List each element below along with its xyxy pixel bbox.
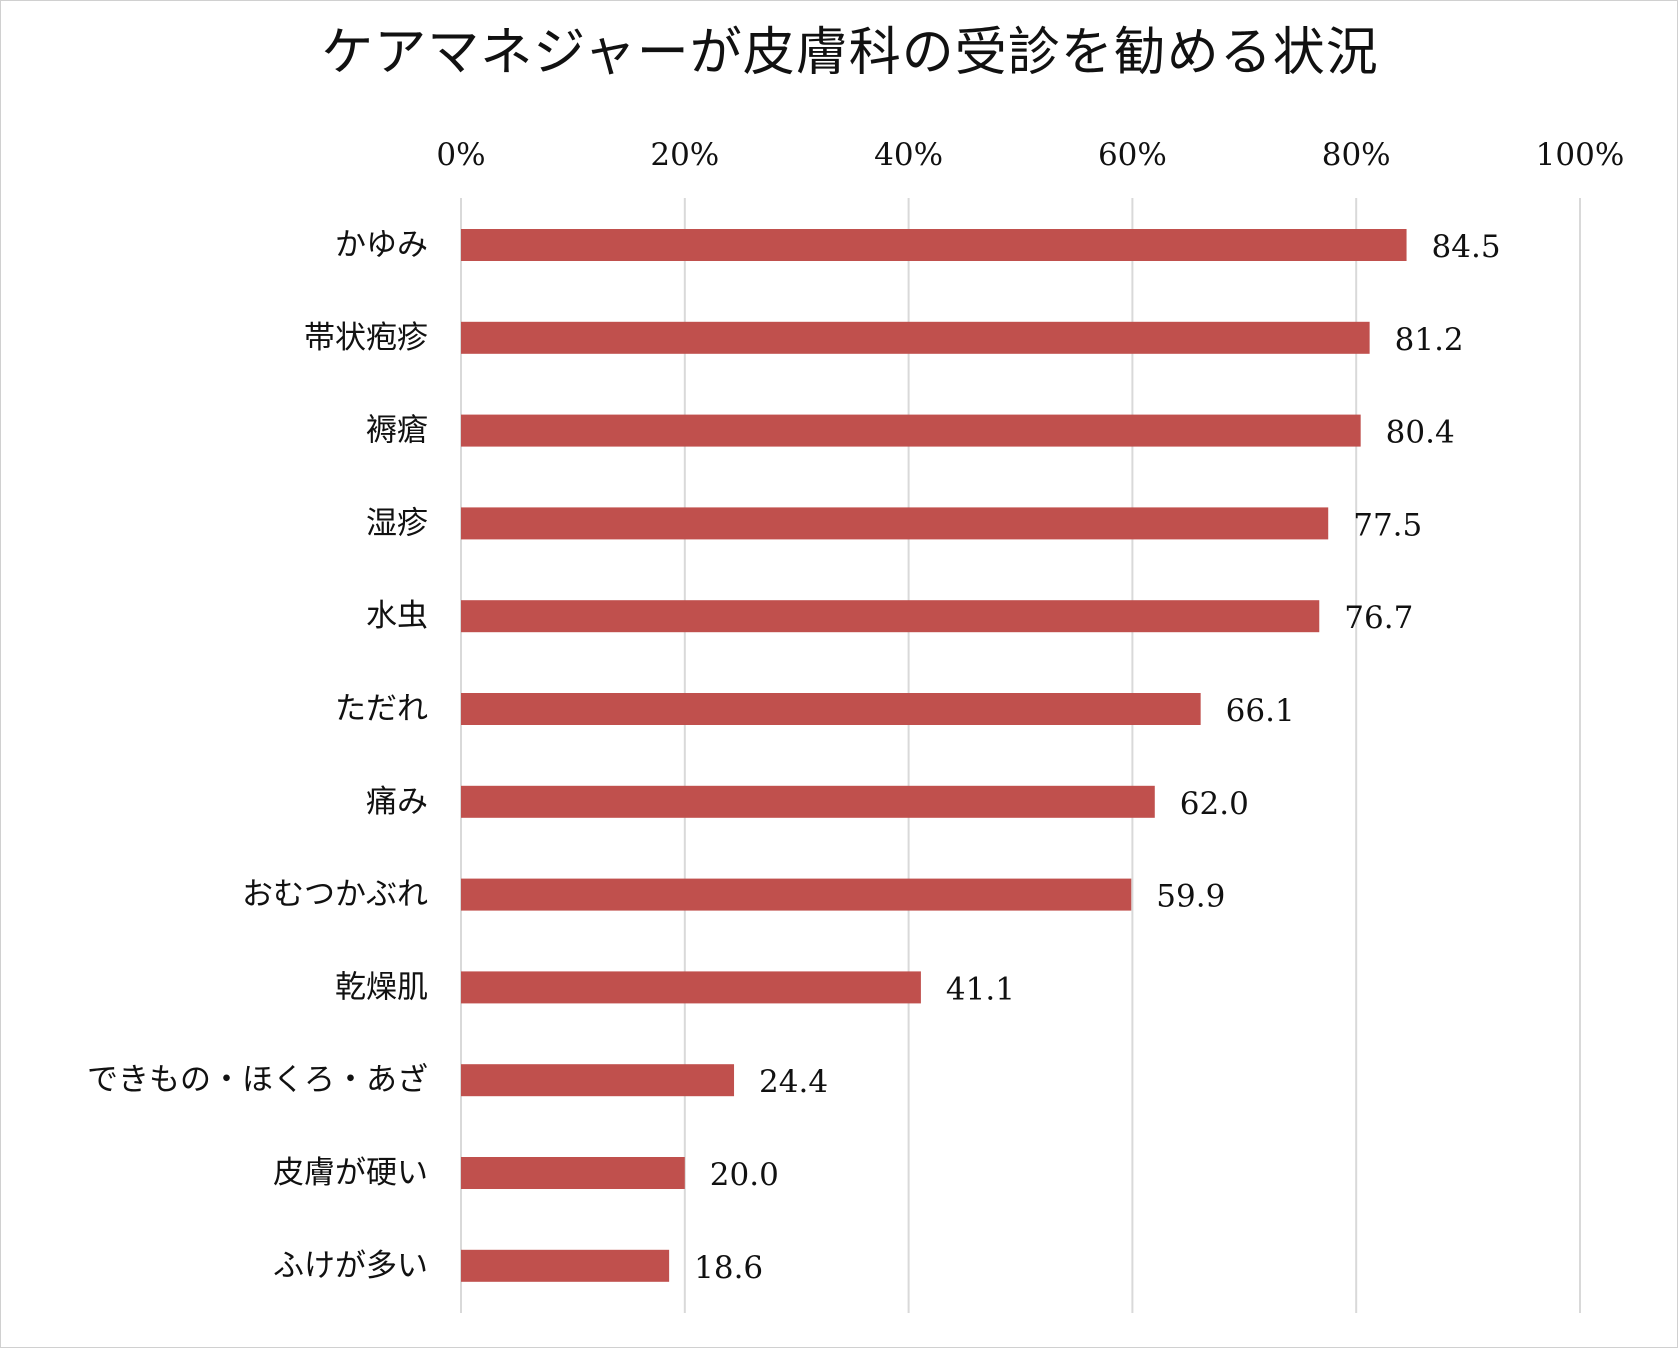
bar xyxy=(461,229,1407,261)
gridlines xyxy=(460,198,1581,1313)
bar xyxy=(461,414,1361,447)
category-label: 水虫 xyxy=(366,598,428,634)
category-label: 痛み xyxy=(366,784,428,820)
category-label: ただれ xyxy=(335,691,428,727)
bar xyxy=(461,1064,735,1097)
value-label: 59.9 xyxy=(1156,879,1225,915)
category-label: おむつかぶれ xyxy=(242,877,428,913)
x-tick-label: 40% xyxy=(874,137,943,173)
value-label: 62.0 xyxy=(1180,786,1249,822)
category-label: 乾燥肌 xyxy=(335,969,428,1005)
category-label: 帯状疱疹 xyxy=(304,320,428,356)
bar xyxy=(461,785,1155,818)
value-label: 24.4 xyxy=(759,1064,828,1100)
bar xyxy=(461,878,1132,911)
category-label: ふけが多い xyxy=(273,1248,428,1284)
value-label: 20.0 xyxy=(710,1157,779,1193)
bar xyxy=(461,507,1329,540)
x-tick-label: 20% xyxy=(650,137,719,173)
bar xyxy=(461,1157,685,1189)
value-label: 66.1 xyxy=(1226,693,1295,729)
value-label: 41.1 xyxy=(946,971,1015,1007)
x-tick-label: 100% xyxy=(1536,137,1625,173)
category-label: かゆみ xyxy=(335,227,428,263)
category-label: 湿疹 xyxy=(366,505,428,541)
value-label: 18.6 xyxy=(694,1250,763,1286)
value-label: 80.4 xyxy=(1386,415,1455,451)
category-label: 皮膚が硬い xyxy=(273,1155,428,1191)
bar xyxy=(461,321,1370,354)
bar xyxy=(461,693,1201,725)
value-label: 77.5 xyxy=(1353,507,1422,543)
chart-title: ケアマネジャーが皮膚科の受診を勧める状況 xyxy=(321,23,1379,83)
value-label: 81.2 xyxy=(1395,322,1464,358)
x-tick-label: 0% xyxy=(436,137,485,173)
bar xyxy=(461,971,921,1004)
category-label: 褥瘡 xyxy=(366,413,428,449)
x-axis-ticks: 0% 20% 40% 60% 80% 100% xyxy=(436,137,1624,173)
category-labels: かゆみ帯状疱疹褥瘡湿疹水虫ただれ痛みおむつかぶれ乾燥肌できもの・ほくろ・あざ皮膚… xyxy=(87,227,428,1284)
bar xyxy=(461,1249,670,1282)
bars xyxy=(461,229,1407,1282)
value-label: 84.5 xyxy=(1432,229,1501,265)
x-tick-label: 60% xyxy=(1098,137,1167,173)
x-tick-label: 80% xyxy=(1322,137,1391,173)
value-label: 76.7 xyxy=(1344,600,1413,636)
category-label: できもの・ほくろ・あざ xyxy=(87,1062,428,1098)
bar xyxy=(461,600,1320,633)
value-labels: 84.5 81.2 80.4 77.5 76.7 66.1 62.0 59.9 41.1 24.4… xyxy=(694,229,1500,1286)
